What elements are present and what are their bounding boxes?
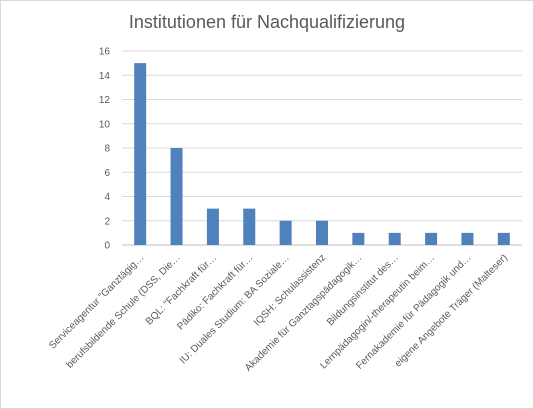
y-tick-label: 2 [104, 216, 110, 227]
y-tick-label: 14 [99, 71, 111, 82]
y-tick-label: 6 [104, 168, 110, 179]
bar [279, 220, 292, 245]
bar [243, 208, 256, 245]
bar [497, 232, 510, 245]
bar [206, 208, 219, 245]
bar [425, 232, 438, 245]
x-category-label: IQSH: Schulassistenz [252, 252, 328, 328]
y-tick-label: 8 [104, 144, 110, 155]
bar [461, 232, 474, 245]
bar [134, 63, 147, 245]
y-tick-label: 12 [99, 95, 111, 106]
bar [352, 232, 365, 245]
y-tick-label: 0 [104, 241, 110, 252]
y-tick-label: 16 [99, 47, 111, 58]
x-category-label: Bildungsinstitut des… [325, 252, 401, 328]
bar [170, 148, 183, 245]
x-category-label: BQL: "Fachkraft für… [144, 252, 219, 327]
chart-title: Institutionen für Nachqualifizierung [128, 12, 406, 32]
y-tick-label: 10 [99, 119, 111, 130]
bar [388, 232, 401, 245]
y-tick-label: 4 [104, 192, 110, 203]
bar [316, 220, 328, 245]
